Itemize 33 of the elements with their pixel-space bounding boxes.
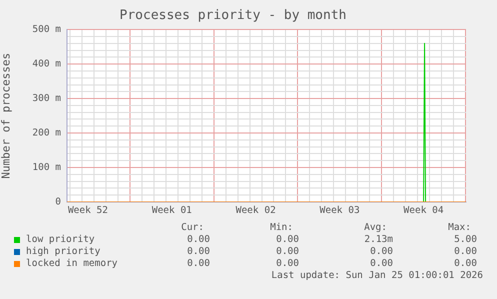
y-tick-label: 200 m [32, 128, 62, 139]
text: 0.00 [276, 246, 299, 257]
text: Last update: Sun Jan 25 01:00:01 2026 [271, 270, 483, 281]
text: Avg: [364, 222, 387, 233]
text: 0.00 [187, 234, 210, 245]
y-tick-label: 400 m [32, 58, 62, 70]
text: 0.00 [454, 246, 477, 257]
chart-title: Processes priority - by month [120, 8, 346, 24]
legend-label: high priority [26, 246, 100, 257]
text: 0.00 [370, 258, 393, 269]
x-tick-label: Week 52 [68, 205, 108, 216]
y-tick-label: 300 m [32, 93, 62, 104]
y-tick-label: 0 [55, 196, 62, 208]
text: Min: [270, 222, 293, 233]
text: 0.00 [187, 246, 210, 257]
y-tick-label: 100 m [32, 162, 62, 173]
text: 0.00 [276, 234, 299, 245]
text: 0.00 [187, 258, 210, 269]
legend-label: low priority [26, 234, 95, 245]
legend-label: locked in memory [26, 258, 118, 269]
text: 5.00 [454, 234, 477, 245]
x-tick-label: Week 03 [320, 205, 360, 216]
text: 0.00 [370, 246, 393, 257]
y-axis-title: Number of processes [0, 52, 12, 179]
text: Cur: [181, 222, 204, 233]
x-tick-label: Week 01 [152, 205, 192, 216]
text: 2.13m [364, 234, 393, 245]
x-tick-label: Week 02 [236, 205, 276, 216]
text: 0.00 [276, 258, 299, 269]
text: Max: [448, 222, 471, 233]
text: 0.00 [454, 258, 477, 269]
x-tick-label: Week 04 [404, 205, 444, 216]
y-tick-label: 500 m [32, 24, 62, 36]
